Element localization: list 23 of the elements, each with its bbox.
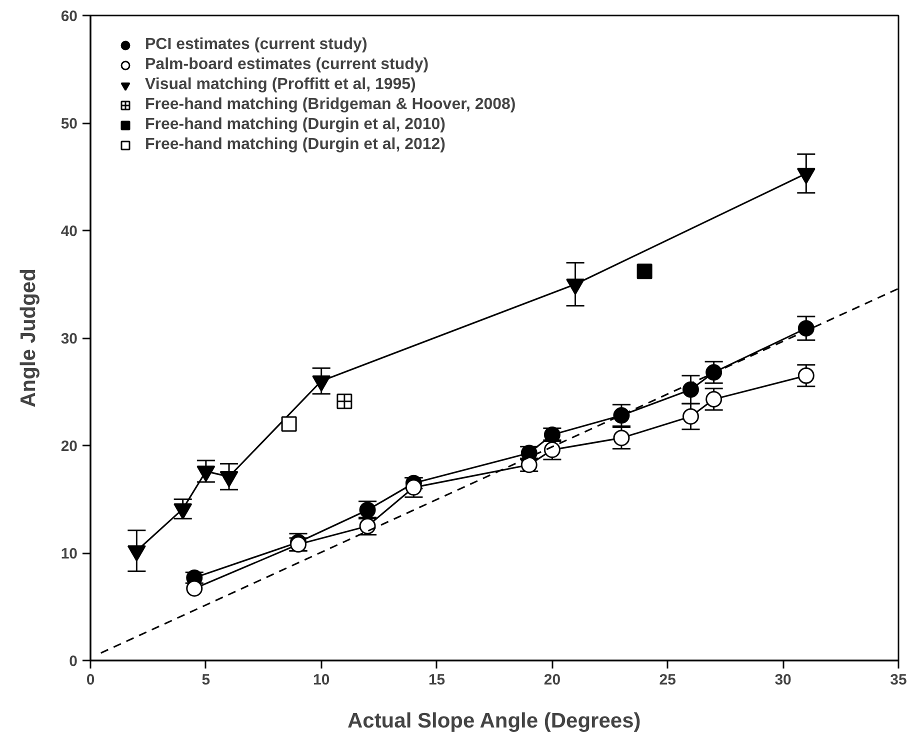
y-tick-label: 60 bbox=[60, 8, 78, 25]
x-tick-label: 35 bbox=[890, 672, 907, 688]
legend-label: PCI estimates (current study) bbox=[145, 36, 368, 54]
x-tick-label: 30 bbox=[774, 672, 792, 688]
y-tick-label: 10 bbox=[60, 546, 78, 562]
y-tick-label: 30 bbox=[60, 330, 78, 348]
x-tick-label: 20 bbox=[544, 672, 561, 688]
y-tick-label: 40 bbox=[60, 223, 78, 240]
x-tick-label: 0 bbox=[86, 672, 95, 688]
y-axis-title: Angle Judged bbox=[16, 268, 40, 408]
legend-label: Free-hand matching (Durgin et al, 2012) bbox=[145, 136, 446, 154]
x-axis-title: Actual Slope Angle (Degrees) bbox=[347, 710, 641, 732]
x-tick-label: 15 bbox=[428, 672, 446, 688]
y-tick-label: 0 bbox=[69, 653, 78, 670]
x-tick-label: 25 bbox=[659, 672, 676, 688]
y-tick-label: 20 bbox=[60, 438, 78, 455]
legend-label: Palm-board estimates (current study) bbox=[145, 56, 429, 74]
y-tick-label: 50 bbox=[60, 116, 78, 132]
legend-label: Free-hand matching (Durgin et al, 2010) bbox=[145, 116, 446, 134]
legend-label: Free-hand matching (Bridgeman & Hoover, 2008) bbox=[145, 96, 516, 114]
legend-label: Visual matching (Proffitt et al, 1995) bbox=[145, 76, 416, 94]
x-tick-label: 5 bbox=[202, 672, 210, 688]
x-tick-label: 10 bbox=[313, 672, 330, 688]
